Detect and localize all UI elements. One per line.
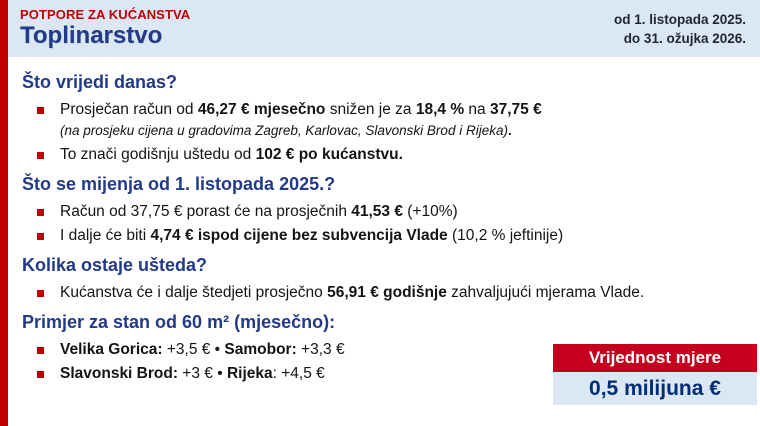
item-text: (na prosjeku cijena u gradovima Zagreb, … (60, 123, 512, 138)
section-heading: Kolika ostaje ušteda? (22, 255, 208, 275)
item-text: To znači godišnju uštedu od 102 € po kuć… (60, 146, 403, 163)
section: Kolika ostaje ušteda? Kućanstva će i dalj… (22, 254, 746, 305)
note-line: (na prosjeku cijena u gradovima Zagreb, … (60, 120, 746, 141)
bullet-square-icon (37, 152, 44, 159)
bullet-item: I dalje će biti 4,74 € ispod cijene bez … (37, 224, 746, 248)
bullet-item: Velika Gorica: +3,5 € • Samobor: +3,3 € (37, 338, 746, 362)
date-to: do 31. ožujka 2026. (623, 31, 746, 46)
slide-body: Što vrijedi danas? Prosječan račun od 46,… (8, 57, 760, 426)
sections: Što vrijedi danas? Prosječan račun od 46,… (22, 71, 746, 386)
bullet-item: Slavonski Brod: +3 € • Rijeka: +4,5 € (37, 362, 746, 386)
page-title: Toplinarstvo (20, 22, 163, 49)
bullet-square-icon (37, 371, 44, 378)
kicker-text: POTPORE ZA KUĆANSTVA (20, 7, 191, 22)
badge-label: Vrijednost mjere (553, 344, 757, 372)
bullet-square-icon (37, 233, 44, 240)
bullet-square-icon (37, 107, 44, 114)
bullet-square-icon (37, 209, 44, 216)
item-text: Račun od 37,75 € porast će na prosječnih… (60, 203, 458, 220)
slide-header: POTPORE ZA KUĆANSTVA Toplinarstvo od 1. … (8, 0, 760, 57)
bullet-item: To znači godišnju uštedu od 102 € po kuć… (37, 143, 746, 167)
bullet-item: Kućanstva će i dalje štedjeti prosječno … (37, 281, 746, 305)
bullet-square-icon (37, 347, 44, 354)
date-from: od 1. listopada 2025. (613, 12, 746, 27)
item-text: Kućanstva će i dalje štedjeti prosječno … (60, 284, 645, 301)
item-text: Velika Gorica: +3,5 € • Samobor: +3,3 € (60, 341, 345, 358)
section: Primjer za stan od 60 m² (mjesečno): Veli… (22, 311, 746, 386)
item-text: Prosječan račun od 46,27 € mjesečno sniž… (60, 101, 542, 118)
item-text: Slavonski Brod: +3 € • Rijeka: +4,5 € (60, 365, 325, 382)
measure-value-badge: Vrijednost mjere 0,5 milijuna € (553, 344, 757, 405)
section: Što se mijenja od 1. listopada 2025.? Rač… (22, 173, 746, 248)
section-heading: Primjer za stan od 60 m² (mjesečno): (22, 312, 336, 332)
section-heading: Što se mijenja od 1. listopada 2025.? (22, 174, 336, 194)
bullet-item: Račun od 37,75 € porast će na prosječnih… (37, 200, 746, 224)
section-heading: Što vrijedi danas? (22, 72, 178, 92)
badge-value: 0,5 milijuna € (553, 372, 757, 405)
bullet-item: Prosječan račun od 46,27 € mjesečno sniž… (37, 98, 746, 122)
section: Što vrijedi danas? Prosječan račun od 46,… (22, 71, 746, 167)
left-accent-bar (0, 0, 8, 426)
bullet-square-icon (37, 290, 44, 297)
header-titles: POTPORE ZA KUĆANSTVA Toplinarstvo (20, 5, 190, 49)
validity-dates: od 1. listopada 2025. do 31. ožujka 2026… (614, 5, 746, 48)
item-text: I dalje će biti 4,74 € ispod cijene bez … (60, 227, 564, 244)
